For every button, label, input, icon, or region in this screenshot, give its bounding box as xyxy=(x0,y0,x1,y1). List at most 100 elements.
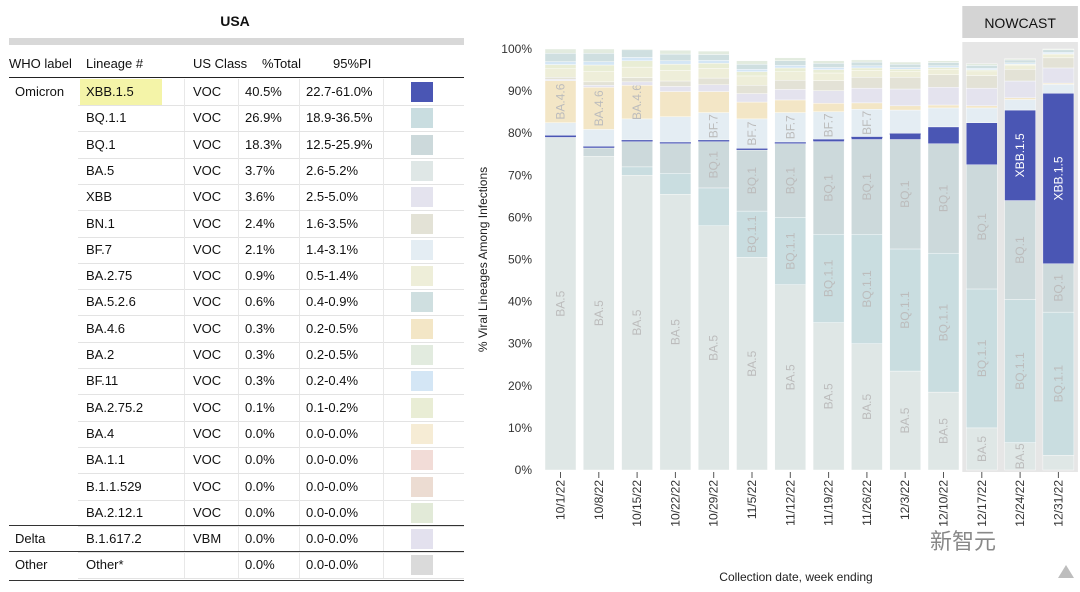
y-tick-label: 10% xyxy=(508,421,532,435)
pi-cell: 2.5-5.0% xyxy=(306,184,358,210)
bar-segment xyxy=(698,60,729,63)
bar-segment xyxy=(966,123,997,165)
segment-label: BQ.1 xyxy=(898,180,912,208)
bar-segment xyxy=(622,82,653,85)
pi-cell: 0.0-0.0% xyxy=(306,447,358,473)
column-divider xyxy=(184,552,185,578)
segment-label: BQ.1.1 xyxy=(822,259,836,297)
x-tick-label: 10/8/22 xyxy=(592,480,606,520)
us-class-cell: VOC xyxy=(193,289,221,315)
column-divider xyxy=(238,526,239,552)
segment-label: BA.5 xyxy=(745,350,759,376)
column-divider xyxy=(184,158,185,184)
column-divider xyxy=(383,447,384,473)
lineage-cell: BA.4 xyxy=(86,421,114,447)
us-class-cell: VOC xyxy=(193,158,221,184)
header-lineage: Lineage # xyxy=(86,56,143,71)
pi-cell: 18.9-36.5% xyxy=(306,105,373,131)
bar-segment xyxy=(1043,54,1074,58)
title-rule xyxy=(9,38,464,45)
bar-segment xyxy=(851,60,882,62)
column-divider xyxy=(238,289,239,315)
segment-label: BA.4.6 xyxy=(554,83,568,119)
column-divider xyxy=(238,474,239,500)
column-divider xyxy=(299,105,300,131)
color-swatch xyxy=(411,424,433,444)
bar-segment xyxy=(583,53,614,61)
total-cell: 0.6% xyxy=(245,289,275,315)
bar-segment xyxy=(1005,65,1036,69)
bar-segment xyxy=(737,72,768,76)
column-divider xyxy=(299,316,300,342)
bar-segment xyxy=(583,148,614,156)
total-cell: 26.9% xyxy=(245,105,282,131)
pi-cell: 12.5-25.9% xyxy=(306,132,373,158)
bar-segment xyxy=(928,105,959,108)
bar-segment xyxy=(890,71,921,77)
x-tick-label: 11/19/22 xyxy=(822,480,836,526)
lineage-cell: BF.7 xyxy=(86,237,112,263)
column-divider xyxy=(383,474,384,500)
bar-segment xyxy=(698,68,729,78)
bar-segment xyxy=(1005,59,1036,60)
us-class-cell: VOC xyxy=(193,395,221,421)
column-divider xyxy=(238,500,239,526)
bar-segment xyxy=(545,123,576,136)
bar-segment xyxy=(622,50,653,58)
x-axis-label: Collection date, week ending xyxy=(719,570,872,584)
column-divider xyxy=(184,342,185,368)
segment-label: BQ.1 xyxy=(1013,236,1027,264)
stacked-bar-chart: NOWCAST0%10%20%30%40%50%60%70%80%90%100%… xyxy=(470,0,1080,587)
column-divider xyxy=(238,447,239,473)
column-divider xyxy=(383,211,384,237)
bar-segment-marker xyxy=(737,148,768,149)
pi-cell: 1.4-3.1% xyxy=(306,237,358,263)
column-divider xyxy=(299,342,300,368)
bar-segment xyxy=(813,91,844,104)
bar-segment xyxy=(775,58,806,61)
column-divider xyxy=(383,395,384,421)
segment-label: BA.5 xyxy=(860,394,874,420)
who-label: Other xyxy=(15,557,48,572)
table-row: Other*0.0%0.0-0.0% xyxy=(78,552,464,579)
bar-segment xyxy=(775,61,806,66)
bar-segment xyxy=(660,70,691,81)
bar-segment xyxy=(813,70,844,73)
y-tick-label: 30% xyxy=(508,337,532,351)
pi-cell: 0.5-1.4% xyxy=(306,263,358,289)
bar-segment xyxy=(966,71,997,76)
total-cell: 0.0% xyxy=(245,552,275,578)
header-pi: 95%PI xyxy=(333,56,371,71)
column-divider xyxy=(184,105,185,131)
column-divider xyxy=(184,368,185,394)
x-tick-label: 10/1/22 xyxy=(554,480,568,520)
column-divider xyxy=(383,105,384,131)
bar-segment xyxy=(583,82,614,85)
bar-segment xyxy=(583,49,614,53)
lineage-cell: BF.11 xyxy=(86,368,118,394)
us-class-cell: VOC xyxy=(193,132,221,158)
y-tick-label: 50% xyxy=(508,253,532,267)
bar-segment xyxy=(928,62,959,65)
bar-segment xyxy=(928,69,959,74)
header-total: %Total xyxy=(262,56,301,71)
lineage-cell: BA.5 xyxy=(86,158,114,184)
us-class-cell: VOC xyxy=(193,474,221,500)
segment-label: BF.7 xyxy=(707,114,721,138)
x-tick-label: 10/22/22 xyxy=(668,480,682,527)
bar-segment xyxy=(928,68,959,70)
lineage-cell: BQ.1 xyxy=(86,132,116,158)
bar-segment xyxy=(583,85,614,87)
segment-label: BQ.1 xyxy=(745,167,759,195)
segment-label: BQ.1.1 xyxy=(975,339,989,377)
bar-segment xyxy=(775,100,806,113)
bar-segment xyxy=(966,88,997,106)
column-divider xyxy=(299,263,300,289)
bar-segment-marker xyxy=(813,139,844,140)
bar-segment xyxy=(928,108,959,127)
